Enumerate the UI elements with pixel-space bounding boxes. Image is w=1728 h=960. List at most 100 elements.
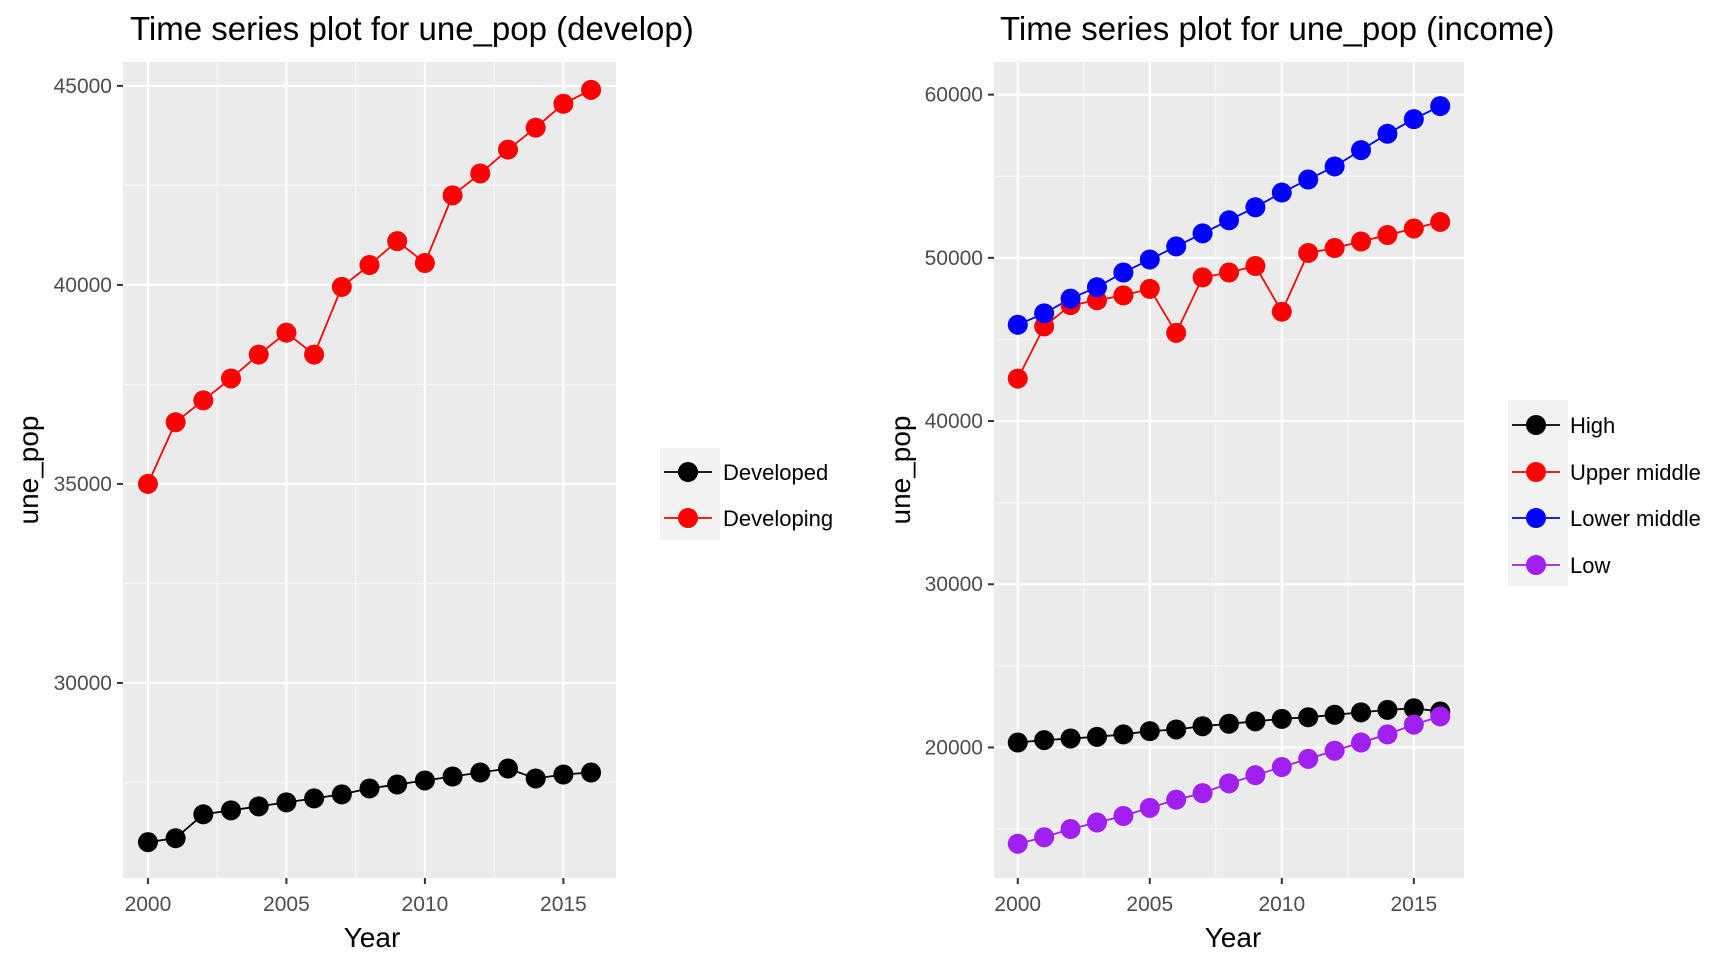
data-point-developed [497,758,518,779]
data-point-developed [276,792,297,813]
y-axis-title-income: une_pop [885,415,916,524]
legend-income: High Upper middle Lower middle Low [1508,400,1701,586]
legend-label-developed: Developed [723,460,828,485]
y-tick-label: 35000 [54,473,112,496]
legend-label-lower-middle: Lower middle [1570,506,1701,531]
data-point-upper-middle [1192,267,1213,288]
y-tick-label: 40000 [925,410,983,433]
data-point-low [1219,773,1239,794]
legend-item-lower-middle: Lower middle [1512,506,1701,531]
data-point-high [1351,702,1372,723]
y-tick-label: 50000 [925,247,983,270]
data-point-lower-middle [1113,262,1134,283]
data-point-low [1377,724,1398,745]
data-point-high [1324,704,1345,725]
data-point-upper-middle [1271,301,1292,322]
data-point-developed [525,768,546,789]
y-tick-label: 30000 [925,573,983,596]
data-point-developing [165,412,186,433]
data-point-low [1192,783,1213,804]
x-tick-label: 2010 [402,893,449,916]
data-point-developing [193,390,214,411]
data-point-high [1166,719,1187,740]
data-point-high [1060,728,1081,749]
data-point-upper-middle [1403,218,1424,239]
x-axis-title-income: Year [1205,922,1262,953]
data-point-lower-middle [1219,210,1239,231]
y-tick-label: 30000 [54,672,112,695]
data-point-developing [248,344,269,365]
data-point-developing [221,368,242,389]
data-point-developing [359,255,380,276]
data-point-lower-middle [1403,109,1424,130]
legend-key-point [1526,415,1546,435]
legend-key-point [1526,555,1546,575]
data-point-high [1403,698,1424,719]
data-point-lower-middle [1139,249,1160,270]
data-point-upper-middle [1298,242,1319,263]
data-point-developing [581,79,602,100]
legend-item-developed: Developed [664,460,828,485]
data-point-developing [331,276,352,297]
data-point-low [1271,757,1292,778]
data-point-upper-middle [1324,238,1345,259]
data-point-lower-middle [1166,236,1187,257]
y-tick-label: 45000 [54,75,112,98]
data-point-high [1086,726,1107,747]
data-point-developed [470,762,491,783]
data-point-developing [276,322,297,343]
data-point-developed [331,784,352,805]
plot-background-income [994,62,1464,878]
data-point-low [1034,827,1055,848]
data-point-high [1271,708,1292,729]
data-point-lower-middle [1086,277,1107,298]
develop-panel: Time series plot for une_pop (develop) 3… [13,10,833,953]
data-point-upper-middle [1007,368,1028,389]
x-tick-label: 2000 [994,893,1041,916]
legend-key-point [1526,462,1546,482]
data-point-high [1245,711,1266,732]
data-point-developed [359,778,380,799]
data-point-low [1430,706,1451,727]
x-tick-label: 2000 [125,893,172,916]
x-axis-title-develop: Year [344,922,401,953]
legend-item-developing: Developing [664,506,833,531]
data-point-developing [470,163,491,184]
income-panel: Time series plot for une_pop (income) 20… [885,10,1701,953]
data-point-developing [442,185,463,206]
data-point-upper-middle [1166,322,1187,343]
data-point-low [1060,819,1081,840]
data-point-low [1166,789,1187,810]
data-point-high [1298,707,1319,728]
data-point-developed [414,770,435,791]
chart-title-income: Time series plot for une_pop (income) [1000,10,1555,47]
data-point-developed [221,800,242,821]
data-point-upper-middle [1139,278,1160,299]
legend-label-high: High [1570,413,1615,438]
data-point-developed [442,766,463,787]
data-point-low [1086,812,1107,833]
data-point-lower-middle [1351,140,1372,161]
legend-key-point [678,462,698,482]
legend-key-point [678,508,698,528]
data-point-high [1192,716,1213,737]
x-tick-label: 2010 [1258,893,1305,916]
data-point-high [1007,732,1028,753]
data-point-low [1324,740,1345,761]
legend-label-low: Low [1570,553,1610,578]
data-point-low [1403,714,1424,735]
data-point-developing [414,253,435,274]
data-point-low [1113,805,1134,826]
data-point-developed [248,796,269,817]
y-axis-title-develop: une_pop [13,415,44,524]
data-point-developing [304,344,325,365]
data-point-low [1298,748,1319,769]
x-tick-label: 2005 [263,893,310,916]
data-point-lower-middle [1430,96,1451,117]
legend-item-low: Low [1512,553,1610,578]
data-point-developed [137,832,158,853]
data-point-developing [497,139,518,160]
data-point-upper-middle [1219,262,1239,283]
data-point-developing [525,117,546,138]
